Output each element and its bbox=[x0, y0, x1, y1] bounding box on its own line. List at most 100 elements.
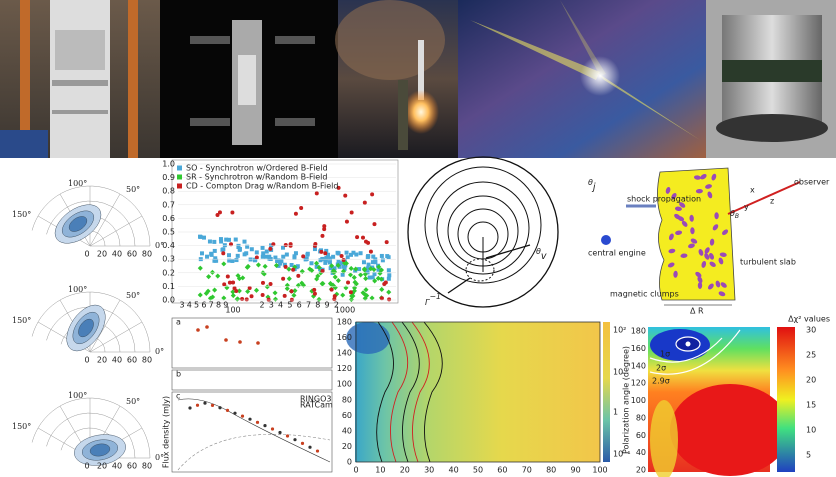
texture-diamond bbox=[316, 264, 322, 271]
light-curve-texture bbox=[188, 325, 320, 453]
texture-dot bbox=[370, 192, 375, 197]
texture-diamond bbox=[363, 287, 369, 293]
texture-dot bbox=[215, 213, 220, 218]
clump bbox=[680, 253, 688, 258]
texture-square bbox=[212, 239, 217, 244]
clump bbox=[697, 276, 703, 284]
y-tick-label: 120 bbox=[631, 379, 646, 388]
texture-dot bbox=[283, 243, 288, 248]
texture-square bbox=[264, 249, 269, 254]
texture-square bbox=[261, 251, 266, 256]
texture-diamond bbox=[319, 281, 325, 287]
texture-point bbox=[255, 420, 260, 424]
texture-dot bbox=[384, 240, 389, 245]
heatmap bbox=[346, 321, 610, 463]
texture-square bbox=[336, 259, 341, 264]
y-tick-label: 140 bbox=[337, 349, 352, 358]
x-minor-tick-label: 7 bbox=[306, 301, 311, 310]
y-tick-label: 0.4 bbox=[162, 241, 175, 250]
texture-dot bbox=[222, 282, 227, 287]
texture-point bbox=[300, 441, 305, 445]
chi2-title: Δχ² values bbox=[788, 315, 830, 324]
texture-dot bbox=[217, 210, 222, 215]
y-tick-label: 100 bbox=[631, 396, 646, 405]
texture-dot bbox=[301, 254, 306, 259]
gamma-label-superscript: −1 bbox=[429, 292, 441, 301]
contour-region bbox=[78, 318, 94, 338]
x-tick-label: 100 bbox=[225, 306, 240, 315]
texture-dot bbox=[291, 267, 296, 272]
clump bbox=[671, 193, 677, 200]
texture-point bbox=[315, 449, 320, 453]
texture-diamond bbox=[197, 265, 203, 271]
clump bbox=[690, 238, 698, 244]
texture-diamond bbox=[307, 266, 313, 272]
colorbar-label: 10² bbox=[613, 326, 626, 335]
x-tick-label: 100 bbox=[592, 466, 607, 475]
angle-label: 50° bbox=[126, 185, 140, 194]
y-tick-label: 40 bbox=[342, 426, 352, 435]
texture-dot bbox=[289, 297, 294, 302]
polar-arc bbox=[46, 412, 136, 459]
texture-dot bbox=[360, 235, 365, 240]
texture-square bbox=[222, 243, 227, 248]
radial-label: 20 bbox=[97, 356, 107, 365]
texture-square bbox=[234, 258, 239, 263]
texture-diamond bbox=[197, 292, 203, 298]
y-tick-label: 0.5 bbox=[162, 228, 175, 237]
colorbar-label: 5 bbox=[806, 451, 811, 460]
clump bbox=[701, 261, 707, 268]
texture-square bbox=[249, 247, 254, 252]
texture-square bbox=[260, 254, 265, 259]
texture-square bbox=[326, 252, 331, 257]
radial-label: 60 bbox=[127, 250, 137, 259]
texture-square bbox=[380, 258, 385, 263]
legend-label: SO - Synchrotron w/Ordered B-Field bbox=[186, 164, 328, 173]
polar-arc bbox=[46, 200, 136, 247]
y-tick-label: 0.2 bbox=[162, 268, 175, 277]
contour-region bbox=[68, 216, 88, 232]
axis-letter: y bbox=[744, 203, 749, 212]
x-minor-tick-label: 9 bbox=[325, 301, 330, 310]
texture-diamond bbox=[210, 294, 216, 300]
y-tick-label: 80 bbox=[636, 413, 646, 422]
texture-square bbox=[293, 251, 298, 256]
texture-dot bbox=[254, 255, 259, 260]
clump bbox=[681, 220, 688, 227]
texture-square bbox=[282, 262, 287, 267]
texture-square bbox=[218, 237, 223, 242]
contour-label: 2.9σ bbox=[652, 377, 670, 386]
x-tick-label: 10 bbox=[375, 466, 385, 475]
texture-square bbox=[233, 237, 238, 242]
texture-square bbox=[220, 247, 225, 252]
clump bbox=[709, 261, 716, 267]
texture-square bbox=[332, 266, 337, 271]
texture-point bbox=[285, 434, 290, 438]
texture-dot bbox=[231, 280, 236, 285]
texture-square bbox=[224, 237, 229, 242]
x-tick-label: 0 bbox=[353, 466, 358, 475]
clump bbox=[690, 227, 695, 235]
texture-diamond bbox=[286, 266, 292, 272]
texture-square bbox=[312, 247, 317, 252]
texture-square bbox=[237, 246, 242, 251]
texture-diamond bbox=[236, 276, 242, 282]
legend-swatch bbox=[177, 174, 182, 180]
panel-label: b bbox=[176, 370, 181, 379]
texture-square bbox=[315, 264, 320, 269]
legend-label: CD - Compton Drag w/Random B-Field bbox=[186, 182, 338, 191]
texture-square bbox=[387, 273, 392, 278]
colorbar-label: 25 bbox=[806, 351, 816, 360]
texture-square bbox=[276, 258, 281, 263]
texture-diamond bbox=[376, 264, 382, 270]
polar-spoke bbox=[89, 299, 121, 353]
texture-diamond bbox=[314, 276, 320, 282]
texture-dot bbox=[320, 233, 325, 238]
texture-dot bbox=[343, 193, 348, 198]
texture-dot bbox=[314, 191, 319, 196]
texture-point bbox=[256, 341, 260, 345]
texture-square bbox=[340, 272, 345, 277]
x-minor-tick-label: 6 bbox=[201, 301, 206, 310]
texture-square bbox=[358, 251, 363, 256]
